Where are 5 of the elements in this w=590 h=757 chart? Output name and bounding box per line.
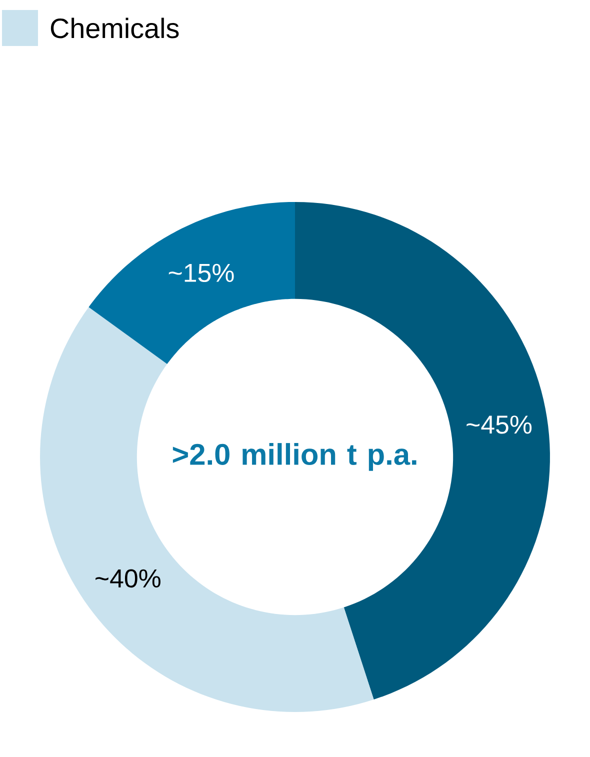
data-label: ~15% [168, 264, 234, 282]
data-label: ~40% [96, 569, 160, 588]
legend-label: Chemicals [50, 18, 179, 38]
data-label: ~45% [466, 416, 532, 434]
text: >2.0 million t p.a. [172, 443, 416, 471]
